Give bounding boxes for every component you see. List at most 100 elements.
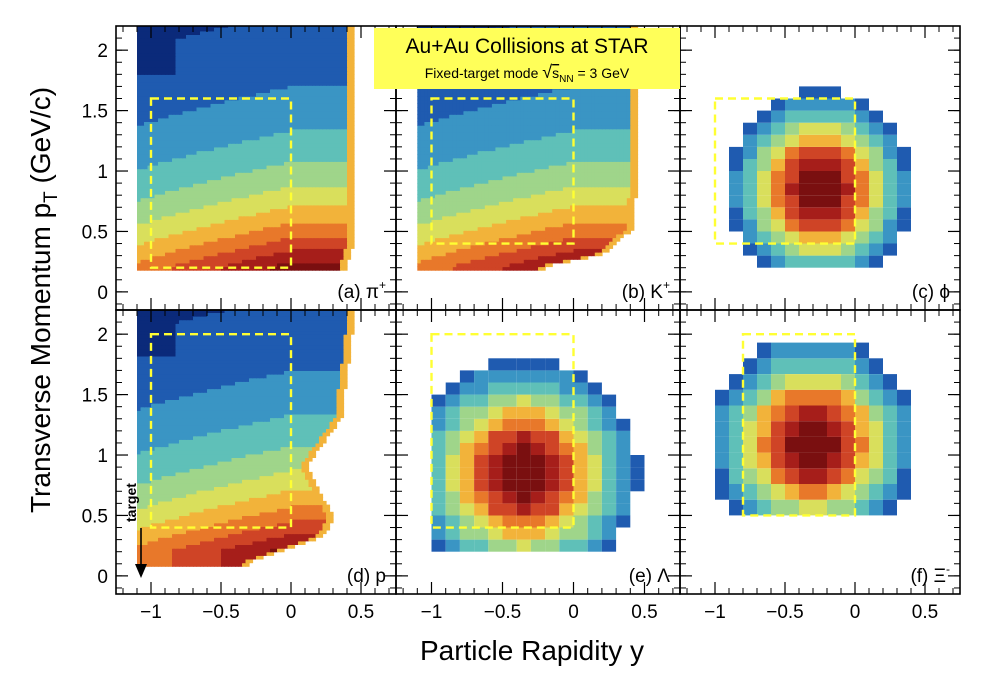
heatmap-cell bbox=[319, 183, 324, 188]
heatmap-cell bbox=[224, 49, 229, 54]
heatmap-cell bbox=[284, 219, 289, 224]
heatmap-cell bbox=[182, 59, 187, 64]
heatmap-cell bbox=[238, 175, 243, 181]
heatmap-cell bbox=[224, 63, 229, 68]
heatmap-cell bbox=[235, 190, 240, 195]
heatmap-cell bbox=[329, 139, 334, 144]
heatmap-cell bbox=[263, 45, 268, 50]
heatmap-cell bbox=[343, 150, 348, 155]
heatmap-cell bbox=[273, 237, 278, 242]
heatmap-cell bbox=[137, 92, 142, 97]
heatmap-cell bbox=[217, 132, 222, 137]
heatmap-cell bbox=[322, 85, 327, 90]
heatmap-cell bbox=[242, 252, 247, 257]
heatmap-cell bbox=[256, 172, 261, 177]
heatmap-cell bbox=[266, 74, 271, 79]
heatmap-cell bbox=[424, 255, 429, 260]
heatmap-cell bbox=[214, 244, 219, 249]
heatmap-cell bbox=[456, 215, 461, 220]
heatmap-cell bbox=[245, 168, 250, 173]
heatmap-cell bbox=[312, 237, 317, 242]
heatmap-cell bbox=[210, 70, 215, 75]
heatmap-cell bbox=[175, 241, 180, 246]
heatmap-cell bbox=[189, 208, 194, 213]
heatmap-cell bbox=[224, 78, 229, 83]
heatmap-cell bbox=[350, 114, 355, 119]
heatmap-cell bbox=[217, 226, 222, 231]
heatmap-cell bbox=[238, 107, 243, 112]
heatmap-cell bbox=[214, 190, 219, 195]
heatmap-cell bbox=[319, 233, 324, 239]
heatmap-cell bbox=[491, 259, 496, 264]
heatmap-cell bbox=[308, 186, 313, 191]
heatmap-cell bbox=[259, 143, 264, 148]
heatmap-cell bbox=[291, 186, 296, 191]
heatmap-cell bbox=[270, 172, 275, 177]
heatmap-cell bbox=[326, 70, 331, 75]
heatmap-cell bbox=[266, 255, 271, 260]
heatmap-cell bbox=[298, 226, 303, 231]
heatmap-cell bbox=[291, 107, 296, 112]
heatmap-cell bbox=[287, 59, 292, 64]
heatmap-cell bbox=[238, 59, 243, 64]
heatmap-cell bbox=[175, 215, 180, 220]
heatmap-cell bbox=[298, 143, 303, 148]
heatmap-cell bbox=[484, 248, 489, 253]
heatmap-cell bbox=[301, 259, 306, 264]
heatmap-cell bbox=[449, 244, 454, 249]
heatmap-cell bbox=[182, 186, 187, 191]
heatmap-cell bbox=[252, 146, 257, 152]
heatmap-cell bbox=[294, 154, 299, 159]
heatmap-cell bbox=[252, 212, 257, 217]
heatmap-cell bbox=[340, 230, 345, 235]
heatmap-cell bbox=[343, 143, 348, 148]
heatmap-cell bbox=[343, 208, 348, 213]
heatmap-cell bbox=[165, 74, 170, 79]
heatmap-cell bbox=[298, 233, 303, 239]
heatmap-cell bbox=[291, 212, 296, 217]
heatmap-cell bbox=[179, 132, 184, 137]
heatmap-cell bbox=[214, 212, 219, 217]
heatmap-cell bbox=[308, 139, 313, 144]
heatmap-cell bbox=[336, 34, 341, 39]
heatmap-cell bbox=[277, 248, 282, 253]
heatmap-cell bbox=[182, 255, 187, 260]
heatmap-cell bbox=[463, 230, 468, 235]
heatmap-cell bbox=[256, 204, 261, 210]
heatmap-cell bbox=[305, 204, 310, 210]
heatmap-cell bbox=[287, 157, 292, 162]
heatmap-cell bbox=[175, 110, 180, 115]
heatmap-cell bbox=[151, 186, 156, 191]
heatmap-cell bbox=[158, 121, 163, 126]
heatmap-cell bbox=[326, 107, 331, 112]
heatmap-cell bbox=[273, 266, 278, 271]
heatmap-cell bbox=[217, 150, 222, 155]
heatmap-cell bbox=[294, 132, 299, 137]
heatmap-cell bbox=[294, 233, 299, 239]
heatmap-cell bbox=[340, 63, 345, 68]
heatmap-cell bbox=[147, 41, 152, 46]
heatmap-cell bbox=[319, 215, 324, 220]
heatmap-cell bbox=[336, 63, 341, 68]
heatmap-cell bbox=[179, 219, 184, 224]
heatmap-cell bbox=[228, 125, 233, 130]
heatmap-cell bbox=[308, 223, 313, 228]
heatmap-cell bbox=[280, 103, 285, 108]
heatmap-cell bbox=[217, 38, 222, 43]
heatmap-cell bbox=[203, 248, 208, 253]
heatmap-cell bbox=[305, 154, 310, 159]
heatmap-cell bbox=[491, 252, 496, 257]
heatmap-cell bbox=[298, 128, 303, 133]
heatmap-cell bbox=[270, 110, 275, 115]
heatmap-cell bbox=[207, 197, 212, 202]
heatmap-cell bbox=[249, 233, 254, 239]
heatmap-cell bbox=[333, 78, 338, 83]
heatmap-a bbox=[137, 26, 355, 271]
heatmap-cell bbox=[347, 38, 352, 43]
heatmap-cell bbox=[147, 157, 152, 162]
heatmap-cell bbox=[172, 208, 177, 213]
heatmap-cell bbox=[249, 161, 254, 166]
heatmap-cell bbox=[168, 165, 173, 170]
heatmap-cell bbox=[137, 165, 142, 170]
heatmap-cell bbox=[249, 154, 254, 159]
